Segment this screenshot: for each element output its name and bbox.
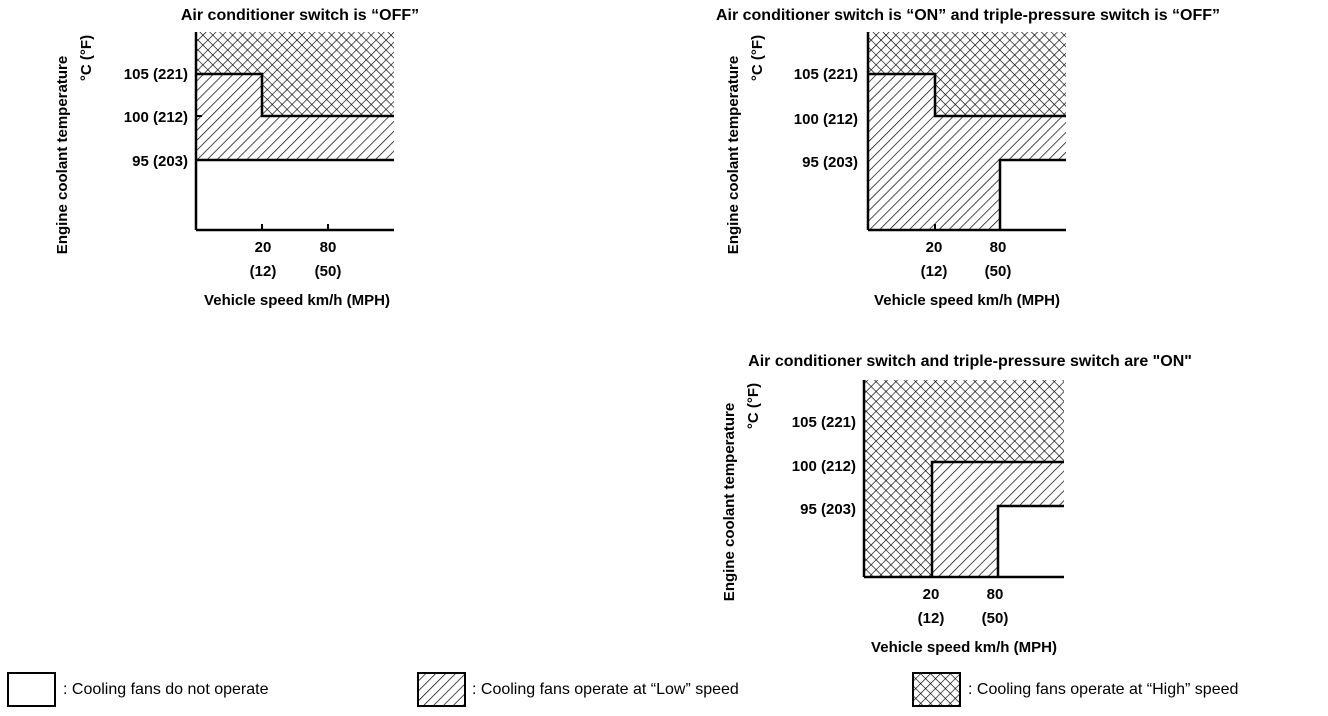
y-tick-label: 105 (221) <box>792 414 856 431</box>
x-axis-label: Vehicle speed km/h (MPH) <box>204 292 390 309</box>
chart-title: Air conditioner switch is “ON” and tripl… <box>716 7 1220 24</box>
x-tick-sublabel: (50) <box>985 263 1012 280</box>
x-tick-label: 80 <box>987 586 1004 603</box>
x-tick-sublabel: (12) <box>250 263 277 280</box>
chart-ac-on-tps-on: Air conditioner switch and triple-pressu… <box>721 353 1192 656</box>
legend-item-low-speed: : Cooling fans operate at “Low” speed <box>417 672 739 707</box>
x-tick-sublabel: (50) <box>982 610 1009 627</box>
y-axis-label: Engine coolant temperature <box>54 56 71 254</box>
y-tick-label: 100 (212) <box>792 458 856 475</box>
legend-swatch-diagonal <box>417 672 466 707</box>
region-high <box>196 32 394 116</box>
y-tick-label: 95 (203) <box>802 154 858 171</box>
region-low <box>868 74 1066 230</box>
y-axis-label: Engine coolant temperature <box>721 403 738 601</box>
x-axis-label: Vehicle speed km/h (MPH) <box>874 292 1060 309</box>
legend-label: : Cooling fans operate at “Low” speed <box>472 681 739 698</box>
boundary-line <box>930 460 1064 577</box>
chart-title: Air conditioner switch and triple-pressu… <box>748 353 1192 370</box>
y-axis-unit: °C (°F) <box>745 383 762 429</box>
x-tick-label: 20 <box>255 239 272 256</box>
y-axis-unit: °C (°F) <box>78 35 95 81</box>
x-axis-label: Vehicle speed km/h (MPH) <box>871 639 1057 656</box>
x-tick-label: 80 <box>320 239 337 256</box>
y-tick-label: 105 (221) <box>124 66 188 83</box>
boundary-line <box>196 72 394 118</box>
chart-ac-off: Air conditioner switch is “OFF” 105 (221… <box>54 7 419 309</box>
x-tick-sublabel: (12) <box>918 610 945 627</box>
legend-label: : Cooling fans do not operate <box>63 681 269 698</box>
x-tick-sublabel: (50) <box>315 263 342 280</box>
legend-item-no-operation: : Cooling fans do not operate <box>7 672 269 707</box>
legend-label: : Cooling fans operate at “High” speed <box>968 681 1238 698</box>
region-high <box>864 380 1064 577</box>
legend: : Cooling fans do not operate : Cooling … <box>7 672 1238 707</box>
legend-swatch-blank <box>7 672 56 707</box>
chart-ac-on-tps-off: Air conditioner switch is “ON” and tripl… <box>716 7 1220 309</box>
boundary-line <box>996 504 1064 577</box>
y-tick-label: 105 (221) <box>794 66 858 83</box>
y-tick-label: 100 (212) <box>794 111 858 128</box>
y-tick-label: 100 (212) <box>124 109 188 126</box>
boundary-line <box>998 158 1066 230</box>
x-tick-label: 80 <box>990 239 1007 256</box>
chart-title: Air conditioner switch is “OFF” <box>181 7 419 24</box>
y-tick-label: 95 (203) <box>800 501 856 518</box>
y-tick-label: 95 (203) <box>132 153 188 170</box>
region-high <box>868 32 1066 116</box>
legend-item-high-speed: : Cooling fans operate at “High” speed <box>912 672 1238 707</box>
x-tick-label: 20 <box>923 586 940 603</box>
y-axis-unit: °C (°F) <box>749 35 766 81</box>
legend-swatch-crosshatch <box>912 672 961 707</box>
x-tick-sublabel: (12) <box>921 263 948 280</box>
x-tick-label: 20 <box>926 239 943 256</box>
boundary-line <box>868 72 1066 118</box>
y-axis-label: Engine coolant temperature <box>725 56 742 254</box>
